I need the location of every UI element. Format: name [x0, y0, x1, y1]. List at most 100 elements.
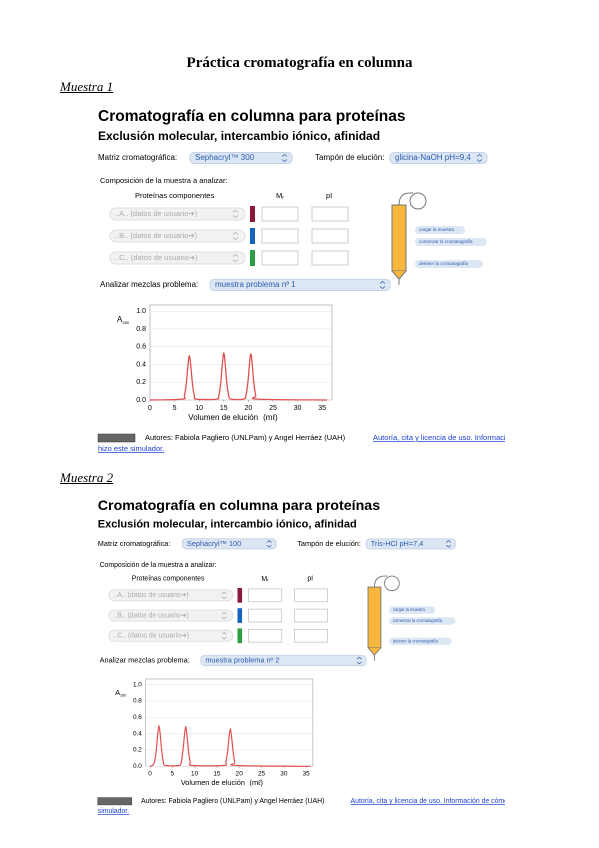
color-bar	[237, 628, 243, 644]
column-header: Mr	[261, 576, 269, 583]
button[interactable]	[389, 606, 436, 614]
button[interactable]	[389, 617, 456, 625]
x-tick-label: 15	[220, 405, 228, 412]
select-arrow	[221, 632, 227, 640]
pi-input[interactable]	[311, 228, 349, 244]
protein-input[interactable]	[109, 207, 246, 221]
mr-input[interactable]	[248, 588, 283, 603]
y-tick-label: 0.2	[133, 747, 142, 754]
x-tick-label: 10	[191, 770, 199, 777]
select-box[interactable]	[389, 152, 488, 164]
license-badge	[97, 797, 133, 806]
mr-input[interactable]	[248, 628, 283, 643]
column-tube	[398, 192, 413, 206]
protein-placeholder: ..C.. (datos de usuario➔)	[113, 633, 189, 640]
mr-input[interactable]	[261, 250, 299, 266]
protein-placeholder: ..A.. (datos de usuario➔)	[115, 209, 198, 218]
y-tick-label: 0.6	[133, 714, 142, 721]
button-label: detener la cromatografía	[419, 261, 469, 266]
pi-input[interactable]	[294, 608, 329, 623]
button-label: detener la cromatografía	[393, 638, 439, 643]
info-link[interactable]: simulador.	[98, 808, 129, 815]
button-label: cargar la muestra	[419, 227, 455, 232]
column-valve	[409, 192, 427, 210]
x-tick-label: 35	[303, 770, 311, 777]
app-subtitle: Exclusión molecular, intercambio iónico,…	[98, 129, 380, 143]
x-axis-label-main: Volumen de elución	[181, 778, 245, 787]
pi-input[interactable]	[311, 206, 349, 222]
x-axis-label: Volumen de elución (mℓ)	[188, 413, 278, 422]
x-tick-label: 10	[195, 405, 203, 412]
select-value: Tris-HCl pH=7,4	[371, 539, 424, 548]
protein-input[interactable]	[109, 251, 246, 265]
protein-input[interactable]	[108, 589, 234, 602]
button[interactable]	[389, 637, 452, 645]
y-axis-label: A280	[117, 315, 130, 325]
pi-input[interactable]	[294, 628, 329, 643]
protein-placeholder: ..B.. (datos de usuario➔)	[113, 612, 188, 619]
buffer-label: Tampón de elución:	[315, 153, 384, 162]
mr-input[interactable]	[261, 206, 299, 222]
x-tick-label: 0	[148, 770, 152, 777]
protein-input[interactable]	[108, 609, 234, 622]
column-header: Mr	[276, 191, 284, 201]
analyze-label: Analizar mezclas problema:	[100, 656, 190, 665]
select-arrow	[232, 209, 239, 219]
column-tip	[391, 270, 407, 285]
y-tick-label: 0.0	[136, 397, 146, 404]
color-bar	[250, 228, 255, 244]
x-tick-label: 30	[280, 770, 288, 777]
select-box[interactable]	[200, 655, 367, 667]
pi-input[interactable]	[311, 250, 349, 266]
mr-input[interactable]	[261, 228, 299, 244]
info-link[interactable]: hizo este simulador.	[98, 444, 164, 453]
select-box[interactable]	[189, 152, 293, 164]
sample-label: Muestra 1	[60, 79, 114, 94]
column-body	[391, 204, 407, 272]
elution-curve	[149, 352, 328, 401]
info-link[interactable]: Autoría, cita y licencia de uso. Informa…	[351, 798, 505, 805]
y-axis-label-main: A	[115, 688, 120, 697]
button[interactable]	[415, 238, 487, 246]
color-bar	[250, 206, 255, 222]
column-header-main: M	[276, 191, 282, 200]
column-header-sub: r	[282, 195, 284, 201]
composition-label: Composición de la muestra a analizar:	[100, 562, 217, 569]
column-header: Proteínas componentes	[132, 576, 205, 583]
select-box[interactable]	[365, 538, 456, 550]
select-arrow	[281, 153, 288, 163]
select-value: Sephacryl™ 100	[187, 539, 241, 548]
button-label: cargar la muestra	[393, 607, 426, 612]
protein-input[interactable]	[108, 629, 234, 642]
simulator: Cromatografía en columna para proteínas E…	[97, 498, 505, 815]
button[interactable]	[415, 226, 465, 234]
x-tick-label: 15	[213, 770, 221, 777]
column-body	[367, 586, 382, 649]
authors: Autores: Fabiola Pagliero (UNLPam) y Ang…	[141, 798, 324, 805]
info-link[interactable]: Autoría, cita y licencia de uso. Informa…	[373, 433, 505, 442]
select-value: muestra problema nº 1	[215, 280, 296, 289]
x-tick-label: 20	[236, 770, 244, 777]
mr-input[interactable]	[248, 608, 283, 623]
column-header: pI	[307, 576, 313, 583]
select-box[interactable]	[209, 279, 391, 291]
column-valve	[384, 575, 400, 592]
protein-placeholder: ..B.. (datos de usuario➔)	[115, 231, 198, 240]
y-axis-label-sub: 280	[120, 693, 126, 697]
app-title: Cromatografía en columna para proteínas	[98, 498, 380, 514]
button[interactable]	[415, 260, 483, 268]
select-box[interactable]	[181, 538, 277, 550]
protein-placeholder: ..C.. (datos de usuario➔)	[115, 253, 198, 262]
button-label: comenzar la cromatografía	[419, 239, 473, 244]
x-axis-label-main: Volumen de elución	[188, 413, 258, 422]
color-bar	[237, 587, 243, 603]
x-tick-label: 5	[173, 405, 177, 412]
x-tick-label: 5	[171, 770, 175, 777]
pi-input[interactable]	[294, 588, 329, 603]
y-tick-label: 0.8	[136, 326, 146, 333]
protein-input[interactable]	[109, 229, 246, 243]
select-arrow	[232, 253, 239, 263]
y-axis-label: A280	[115, 688, 126, 698]
protein-placeholder: ..A.. (datos de usuario➔)	[113, 592, 188, 599]
